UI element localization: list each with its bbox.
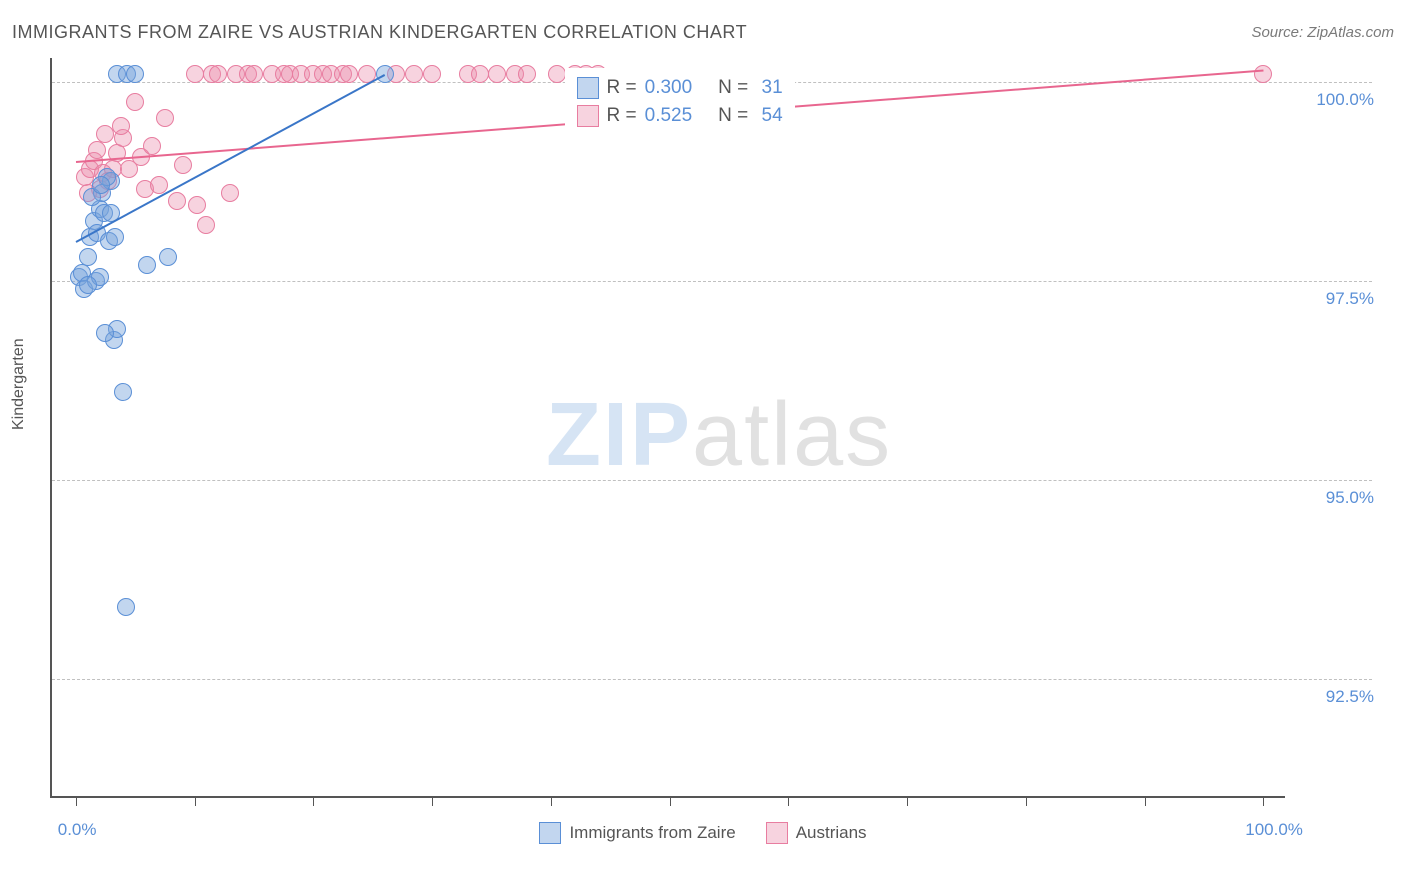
data-point (112, 117, 130, 135)
gridline (52, 281, 1372, 282)
data-point (518, 65, 536, 83)
gridline (52, 679, 1372, 680)
data-point (188, 196, 206, 214)
x-tick (1263, 796, 1264, 806)
data-point (186, 65, 204, 83)
data-point (96, 125, 114, 143)
data-point (168, 192, 186, 210)
data-point (126, 93, 144, 111)
x-tick (195, 796, 196, 806)
legend-r-label: R = (607, 77, 637, 99)
watermark: ZIPatlas (546, 384, 892, 487)
scatter-chart: ZIPatlas 92.5%95.0%97.5%100.0%0.0%100.0%… (50, 58, 1285, 798)
legend-r-value: 0.525 (645, 105, 693, 127)
data-point (114, 383, 132, 401)
legend-swatch (577, 105, 599, 127)
legend-r-label: R = (607, 105, 637, 127)
data-point (174, 156, 192, 174)
legend-swatch (577, 77, 599, 99)
legend-n-value: 54 (756, 105, 782, 127)
watermark-part1: ZIP (546, 385, 692, 485)
chart-title: IMMIGRANTS FROM ZAIRE VS AUSTRIAN KINDER… (12, 22, 747, 43)
data-point (88, 141, 106, 159)
x-tick (76, 796, 77, 806)
x-tick (1145, 796, 1146, 806)
data-point (117, 598, 135, 616)
data-point (197, 216, 215, 234)
legend-n-label: N = (718, 105, 748, 127)
watermark-part2: atlas (692, 385, 892, 485)
data-point (96, 324, 114, 342)
legend-label: Austrians (796, 823, 867, 843)
x-tick (313, 796, 314, 806)
x-tick (788, 796, 789, 806)
y-tick-label: 92.5% (1294, 687, 1374, 707)
legend-label: Immigrants from Zaire (569, 823, 735, 843)
legend-item: Austrians (766, 822, 867, 844)
data-point (106, 228, 124, 246)
data-point (423, 65, 441, 83)
data-point (471, 65, 489, 83)
data-point (488, 65, 506, 83)
legend-swatch (539, 822, 561, 844)
x-tick (1026, 796, 1027, 806)
data-point (126, 65, 144, 83)
legend-row: R = 0.300 N = 31 (577, 74, 783, 102)
data-point (221, 184, 239, 202)
data-point (405, 65, 423, 83)
data-point (340, 65, 358, 83)
source-attribution: Source: ZipAtlas.com (1251, 24, 1394, 41)
x-tick (907, 796, 908, 806)
data-point (1254, 65, 1272, 83)
data-point (156, 109, 174, 127)
legend-n-label: N = (718, 77, 748, 99)
legend-row: R = 0.525 N = 54 (577, 102, 783, 130)
gridline (52, 480, 1372, 481)
data-point (79, 276, 97, 294)
y-tick-label: 100.0% (1294, 90, 1374, 110)
x-tick (432, 796, 433, 806)
data-point (79, 248, 97, 266)
data-point (159, 248, 177, 266)
data-point (209, 65, 227, 83)
legend-bottom: Immigrants from Zaire Austrians (0, 822, 1406, 844)
data-point (548, 65, 566, 83)
data-point (138, 256, 156, 274)
y-tick-label: 97.5% (1294, 289, 1374, 309)
legend-r-value: 0.300 (645, 77, 693, 99)
y-axis-label: Kindergarten (10, 338, 28, 430)
legend-swatch (766, 822, 788, 844)
legend-correlation: R = 0.300 N = 31 R = 0.525 N = 54 (565, 68, 795, 136)
y-tick-label: 95.0% (1294, 488, 1374, 508)
x-tick (551, 796, 552, 806)
data-point (92, 176, 110, 194)
x-tick (670, 796, 671, 806)
data-point (143, 137, 161, 155)
legend-item: Immigrants from Zaire (539, 822, 735, 844)
legend-n-value: 31 (756, 77, 782, 99)
data-point (245, 65, 263, 83)
